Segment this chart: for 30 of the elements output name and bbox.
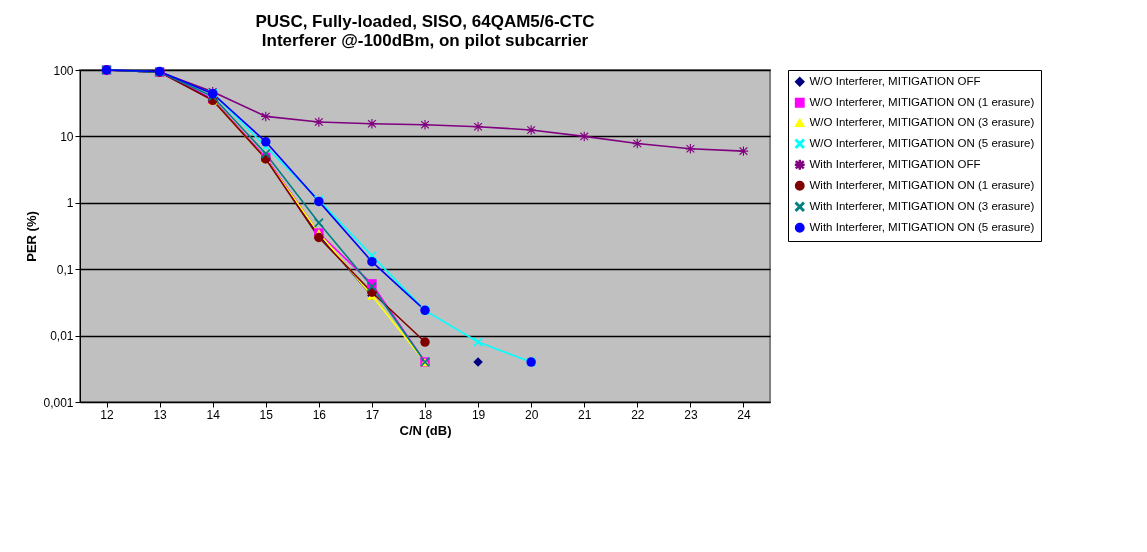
y-tick-label: 10: [60, 129, 74, 144]
x-tick-label: 17: [365, 407, 380, 422]
x-tick-label: 24: [737, 407, 751, 422]
x-tick-label: 21: [578, 407, 592, 422]
legend-label: W/O Interferer, MITIGATION ON (1 erasure): [809, 95, 1035, 108]
legend-label: With Interferer, MITIGATION ON (1 erasure): [809, 178, 1035, 191]
chart-title: PUSC, Fully-loaded, SISO, 64QAM5/6-CTC Interferer @-100dBm, on pilot subcarrier: [255, 12, 595, 50]
y-tick-label: 100: [53, 63, 74, 78]
legend-label: W/O Interferer, MITIGATION ON (5 erasure): [809, 136, 1035, 149]
y-tick-label: 0,1: [56, 262, 74, 277]
legend-label: With Interferer, MITIGATION OFF: [809, 157, 981, 170]
legend-label: W/O Interferer, MITIGATION OFF: [809, 74, 981, 87]
legend-label: W/O Interferer, MITIGATION ON (3 erasure): [809, 115, 1035, 128]
x-tick-label: 15: [259, 407, 274, 422]
y-tick-label: 0,001: [43, 395, 74, 410]
x-tick-label: 18: [418, 407, 433, 422]
x-tick-label: 16: [312, 407, 327, 422]
x-tick-label: 23: [684, 407, 698, 422]
x-tick-label: 19: [471, 407, 486, 422]
x-tick-label: 20: [524, 407, 539, 422]
y-axis-title: PER (%): [24, 211, 40, 262]
legend-label: With Interferer, MITIGATION ON (3 erasure): [809, 199, 1035, 212]
x-axis-title: C/N (dB): [399, 422, 452, 438]
x-tick-label: 13: [153, 407, 168, 422]
y-tick-label: 0,01: [50, 329, 74, 344]
legend-label: With Interferer, MITIGATION ON (5 erasure): [809, 220, 1035, 233]
x-tick-label: 14: [206, 407, 221, 422]
y-tick-label: 1: [66, 196, 74, 211]
x-tick-label: 22: [631, 407, 645, 422]
x-tick-label: 12: [100, 407, 115, 422]
